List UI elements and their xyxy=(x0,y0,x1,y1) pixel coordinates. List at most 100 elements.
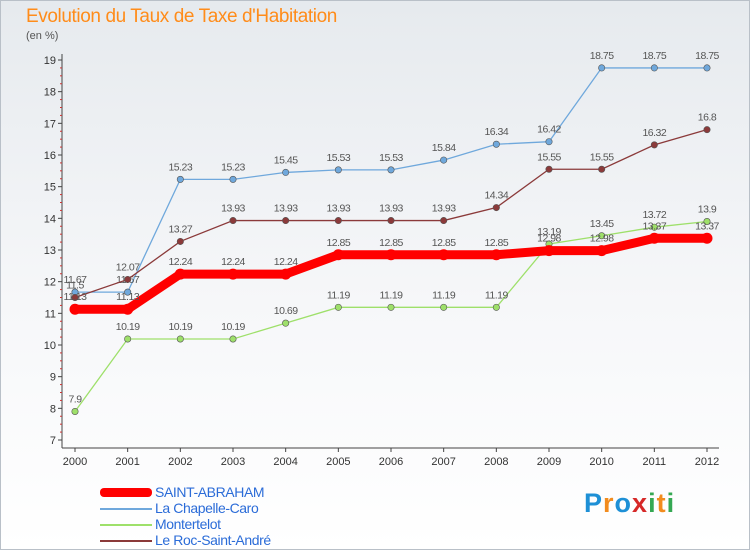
legend-swatch xyxy=(100,540,152,542)
data-point-la-chapelle-caro xyxy=(650,64,658,72)
unit-label: (en %) xyxy=(26,30,59,42)
data-point-montertelot xyxy=(492,303,500,311)
data-label-saint-abraham: 11.13 xyxy=(116,291,140,303)
legend-label: Montertelot xyxy=(155,516,221,532)
y-tick-label: 13 xyxy=(44,245,56,257)
data-point-montertelot xyxy=(176,335,184,343)
data-point-le-roc-saint-andr xyxy=(176,237,184,245)
data-label-la-chapelle-caro: 15.84 xyxy=(432,142,456,154)
logo-letter: i xyxy=(648,488,657,518)
data-label-la-chapelle-caro: 18.75 xyxy=(642,50,666,62)
data-label-le-roc-saint-andr: 13.93 xyxy=(379,203,403,215)
data-point-le-roc-saint-andr xyxy=(334,217,342,225)
data-label-la-chapelle-caro: 15.53 xyxy=(326,152,350,164)
legend-label: La Chapelle-Caro xyxy=(155,500,259,516)
logo-letter: r xyxy=(603,488,615,518)
data-point-montertelot xyxy=(650,223,658,231)
data-point-la-chapelle-caro xyxy=(229,175,237,183)
data-point-le-roc-saint-andr xyxy=(124,275,132,283)
y-tick-label: 10 xyxy=(44,340,56,352)
data-point-saint-abraham xyxy=(227,268,239,280)
data-label-montertelot: 10.19 xyxy=(221,321,245,333)
data-point-la-chapelle-caro xyxy=(124,288,132,296)
x-tick-label: 2012 xyxy=(695,456,719,468)
logo-letter: i xyxy=(666,488,676,518)
data-label-le-roc-saint-andr: 14.34 xyxy=(484,190,508,202)
data-label-le-roc-saint-andr: 13.93 xyxy=(221,203,245,215)
legend-swatch xyxy=(100,524,152,526)
data-label-le-roc-saint-andr: 16.8 xyxy=(698,112,717,124)
proxiti-logo: Proxiti xyxy=(584,488,675,519)
data-label-saint-abraham: 12.24 xyxy=(168,256,192,268)
data-label-montertelot: 11.19 xyxy=(327,289,351,301)
data-point-montertelot xyxy=(124,335,132,343)
data-point-le-roc-saint-andr xyxy=(650,141,658,149)
data-label-le-roc-saint-andr: 13.93 xyxy=(432,203,456,215)
data-point-montertelot xyxy=(440,303,448,311)
data-point-la-chapelle-caro xyxy=(334,166,342,174)
data-point-le-roc-saint-andr xyxy=(282,217,290,225)
data-point-montertelot xyxy=(703,218,711,226)
legend-item-le-roc-saint-andr: Le Roc-Saint-André xyxy=(100,532,420,548)
x-tick-label: 2010 xyxy=(589,456,613,468)
data-label-le-roc-saint-andr: 16.32 xyxy=(642,127,666,139)
y-tick-label: 18 xyxy=(44,87,56,99)
data-point-saint-abraham xyxy=(701,232,713,244)
data-point-la-chapelle-caro xyxy=(387,166,395,174)
legend-label: Le Roc-Saint-André xyxy=(155,532,271,548)
data-label-montertelot: 11.19 xyxy=(485,289,509,301)
legend: SAINT-ABRAHAM La Chapelle-Caro Montertelot… xyxy=(100,484,420,548)
data-point-le-roc-saint-andr xyxy=(598,165,606,173)
data-label-la-chapelle-caro: 18.75 xyxy=(590,50,614,62)
x-tick-label: 2002 xyxy=(168,456,192,468)
data-label-montertelot: 13.9 xyxy=(698,204,717,216)
data-point-montertelot xyxy=(71,407,79,415)
logo-letter: o xyxy=(614,488,633,518)
data-label-le-roc-saint-andr: 15.55 xyxy=(537,151,561,163)
data-label-montertelot: 10.69 xyxy=(274,305,298,317)
x-tick-label: 2005 xyxy=(326,456,350,468)
data-label-le-roc-saint-andr: 13.93 xyxy=(274,203,298,215)
data-point-saint-abraham xyxy=(332,249,344,261)
y-tick-label: 9 xyxy=(50,372,56,384)
data-label-montertelot: 11.19 xyxy=(432,289,456,301)
logo-letter: x xyxy=(632,488,649,518)
x-tick-label: 2000 xyxy=(63,456,87,468)
data-label-montertelot: 10.19 xyxy=(168,321,192,333)
data-point-saint-abraham xyxy=(385,249,397,261)
legend-item-montertelot: Montertelot xyxy=(100,516,420,532)
data-label-montertelot: 7.9 xyxy=(68,394,82,406)
data-point-montertelot xyxy=(334,303,342,311)
data-point-la-chapelle-caro xyxy=(492,140,500,148)
data-point-la-chapelle-caro xyxy=(703,64,711,72)
data-label-saint-abraham: 12.85 xyxy=(484,237,508,249)
y-tick-label: 8 xyxy=(50,403,56,415)
data-point-saint-abraham xyxy=(543,245,555,257)
x-tick-label: 2007 xyxy=(431,456,455,468)
data-point-montertelot xyxy=(229,335,237,343)
data-label-le-roc-saint-andr: 15.55 xyxy=(590,151,614,163)
data-label-la-chapelle-caro: 15.53 xyxy=(379,152,403,164)
data-point-la-chapelle-caro xyxy=(598,64,606,72)
data-label-la-chapelle-caro: 16.34 xyxy=(484,126,508,138)
data-label-montertelot: 13.72 xyxy=(642,209,666,221)
data-label-le-roc-saint-andr: 12.07 xyxy=(116,261,140,273)
x-tick-label: 2008 xyxy=(484,456,508,468)
data-point-le-roc-saint-andr xyxy=(703,126,711,134)
data-label-saint-abraham: 12.85 xyxy=(432,237,456,249)
data-label-saint-abraham: 12.98 xyxy=(537,233,561,245)
data-label-montertelot: 10.19 xyxy=(116,321,140,333)
y-tick-label: 17 xyxy=(44,118,56,130)
x-tick-label: 2011 xyxy=(643,456,667,468)
data-point-le-roc-saint-andr xyxy=(440,217,448,225)
data-label-saint-abraham: 12.24 xyxy=(274,256,298,268)
y-tick-label: 16 xyxy=(44,150,56,162)
y-tick-label: 19 xyxy=(44,55,56,67)
x-tick-label: 2006 xyxy=(379,456,403,468)
data-point-le-roc-saint-andr xyxy=(71,293,79,301)
y-tick-label: 11 xyxy=(45,308,56,320)
x-tick-label: 2003 xyxy=(221,456,245,468)
data-point-la-chapelle-caro xyxy=(282,168,290,176)
data-label-saint-abraham: 12.85 xyxy=(326,237,350,249)
chart-title: Evolution du Taux de Taxe d'Habitation xyxy=(26,6,337,27)
